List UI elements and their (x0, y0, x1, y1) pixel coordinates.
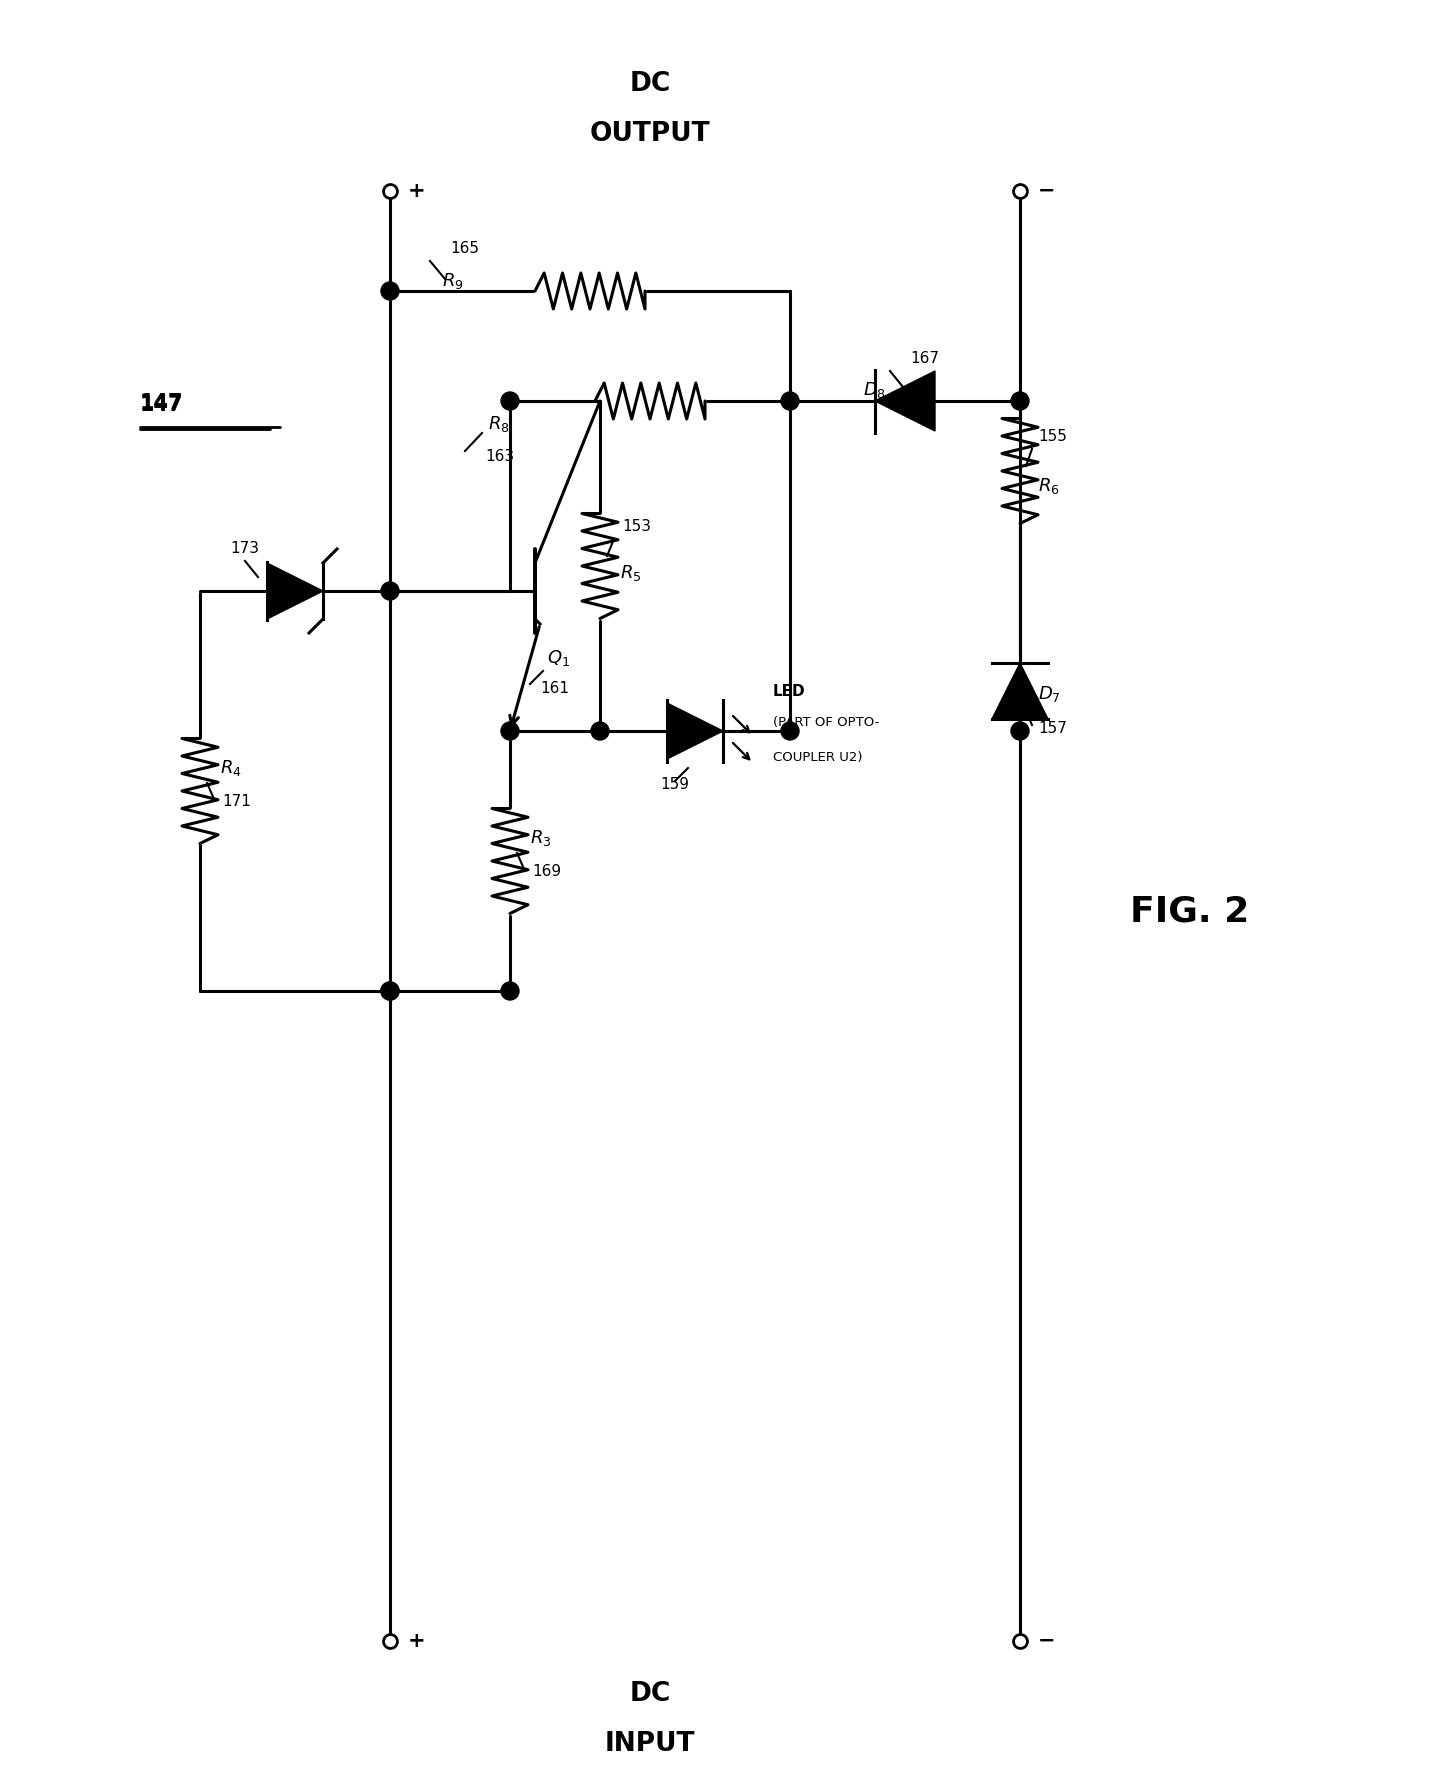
Circle shape (381, 583, 400, 600)
Text: $D_8$: $D_8$ (863, 381, 886, 400)
Text: 159: 159 (660, 777, 689, 792)
Circle shape (381, 282, 400, 299)
Circle shape (501, 391, 518, 411)
Text: 169: 169 (531, 864, 562, 878)
Text: LED: LED (773, 684, 805, 700)
Circle shape (780, 723, 799, 740)
Text: COUPLER U2): COUPLER U2) (773, 751, 863, 763)
Text: −: − (1038, 1631, 1056, 1651)
Polygon shape (266, 563, 323, 620)
Text: $R_3$: $R_3$ (530, 829, 552, 848)
Circle shape (501, 981, 518, 1001)
Text: $Q_1$: $Q_1$ (547, 648, 571, 668)
Text: 163: 163 (485, 450, 514, 464)
Text: $D_9$: $D_9$ (269, 570, 292, 590)
Circle shape (501, 723, 518, 740)
Text: $D_7$: $D_7$ (1038, 684, 1061, 705)
Text: DC: DC (630, 1681, 670, 1707)
Text: 165: 165 (450, 241, 479, 257)
Text: 157: 157 (1038, 721, 1067, 737)
Text: 173: 173 (230, 540, 259, 556)
Text: $R_6$: $R_6$ (1038, 476, 1060, 496)
Text: OUTPUT: OUTPUT (589, 120, 711, 147)
Text: $R_4$: $R_4$ (220, 758, 242, 777)
Text: $R_5$: $R_5$ (620, 563, 641, 583)
Text: $R_8$: $R_8$ (488, 414, 510, 434)
Text: 153: 153 (623, 519, 652, 535)
Text: 147: 147 (140, 393, 184, 413)
Polygon shape (875, 370, 935, 430)
Text: 171: 171 (222, 793, 251, 809)
Circle shape (1011, 391, 1030, 411)
Text: INPUT: INPUT (605, 1730, 695, 1757)
Polygon shape (668, 703, 723, 760)
Text: 167: 167 (909, 351, 938, 367)
Circle shape (1011, 723, 1030, 740)
Circle shape (381, 981, 400, 1001)
Text: $R_9$: $R_9$ (442, 271, 463, 290)
Text: FIG. 2: FIG. 2 (1129, 894, 1250, 928)
Circle shape (381, 981, 400, 1001)
Text: +: + (408, 1631, 426, 1651)
Circle shape (780, 391, 799, 411)
Text: DC: DC (630, 71, 670, 97)
Text: (PART OF OPTO-: (PART OF OPTO- (773, 715, 879, 730)
Text: 147: 147 (140, 395, 184, 414)
Circle shape (591, 723, 610, 740)
Text: +: + (408, 181, 426, 200)
Text: −: − (1038, 181, 1056, 200)
Polygon shape (992, 662, 1048, 719)
Text: 161: 161 (540, 682, 569, 696)
Text: 155: 155 (1038, 429, 1067, 445)
